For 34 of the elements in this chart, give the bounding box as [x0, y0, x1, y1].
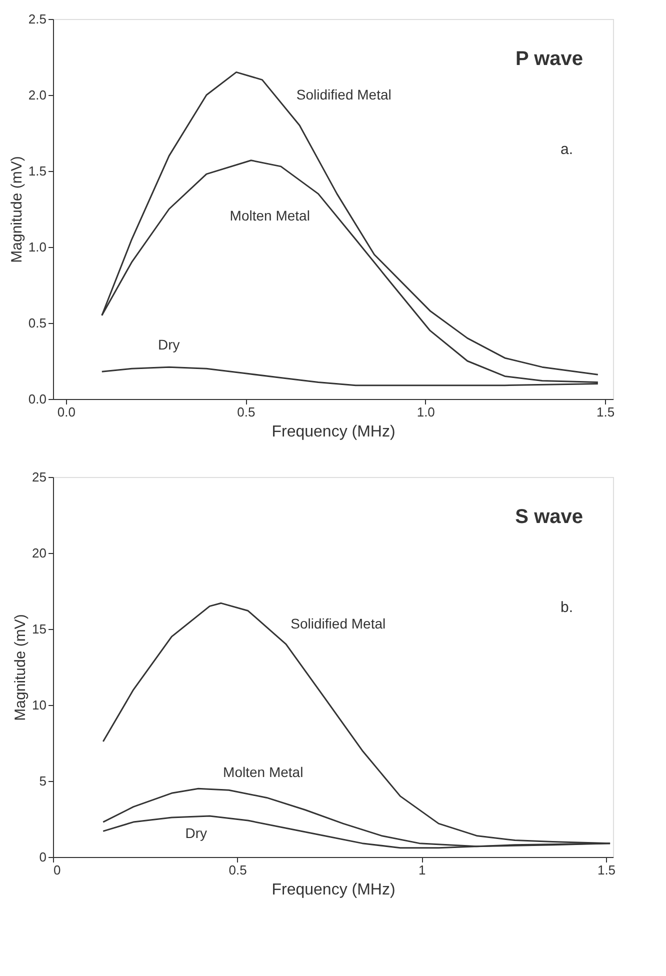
- y-tick-label: 0.0: [28, 392, 46, 406]
- y-tick-label: 10: [32, 698, 46, 712]
- series-label: Dry: [185, 825, 208, 842]
- x-axis-title: Frequency (MHz): [272, 882, 396, 898]
- annotation: P wave: [516, 48, 583, 70]
- y-axis-title: Magnitude (mV): [8, 156, 26, 263]
- y-tick-label: 1.0: [28, 240, 46, 254]
- x-tick-label: 0.5: [228, 862, 247, 878]
- series-label: Solidified Metal: [290, 615, 386, 632]
- series-label: Molten Metal: [223, 764, 304, 780]
- x-tick-label: 1: [418, 862, 426, 878]
- series-label: Solidified Metal: [296, 86, 392, 102]
- y-tick-label: 15: [32, 622, 46, 636]
- y-axis-title: Magnitude (mV): [12, 614, 30, 721]
- y-tick-label: 20: [32, 546, 46, 560]
- x-tick-label: 1.5: [597, 862, 616, 878]
- y-tick-label: 1.5: [28, 164, 46, 178]
- annotation: S wave: [515, 506, 583, 528]
- series-label: Molten Metal: [230, 207, 310, 224]
- series-label: Dry: [158, 336, 180, 353]
- x-tick-label: 0.5: [237, 404, 256, 420]
- y-tick-label: 0.5: [28, 316, 46, 330]
- y-tick-label: 25: [32, 470, 46, 484]
- x-tick-label: 0: [54, 862, 61, 878]
- annotation: b.: [560, 599, 573, 616]
- x-tick-label: 1.0: [416, 404, 435, 420]
- y-tick-label: 0: [39, 850, 46, 864]
- annotation: a.: [560, 141, 573, 158]
- x-tick-label: 1.5: [596, 404, 615, 420]
- x-axis-title: Frequency (MHz): [272, 424, 396, 440]
- y-tick-label: 2.5: [28, 12, 46, 26]
- x-tick-label: 0.0: [57, 404, 76, 420]
- y-tick-label: 2.0: [28, 88, 46, 102]
- y-tick-label: 5: [39, 774, 46, 788]
